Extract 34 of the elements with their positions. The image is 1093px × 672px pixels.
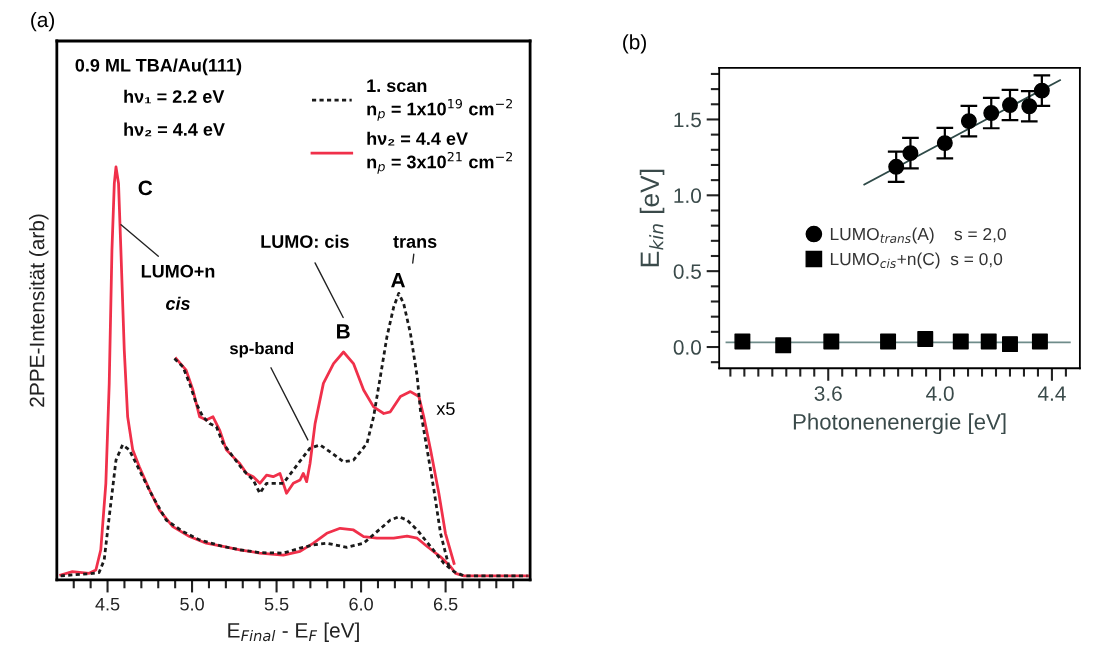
- annotation: LUMO: cis: [261, 234, 349, 248]
- y-tick-label: 0.5: [673, 264, 701, 279]
- legend-label: 1. scan n$_{p}$ = 1x10$^{19}$ cm$^{−2}$: [367, 79, 513, 121]
- x-tick-label: 6.5: [433, 597, 458, 611]
- y-tick-label: 0.0: [673, 340, 702, 355]
- annotation: LUMO+n: [141, 264, 215, 278]
- annotation: C: [138, 180, 153, 196]
- y-axis-title: E$_{kin}$ [eV]: [639, 169, 665, 267]
- legend-label: hν₂ = 4.4 eV n$_{p}$ = 3x10$^{21}$ cm$^{−2}$: [367, 131, 513, 174]
- y-tick-label: 1.0: [674, 188, 702, 204]
- x-axis-title: E$_{Final}$ - E$_{F}$ [eV]: [228, 622, 359, 642]
- text: (b): [623, 34, 646, 54]
- text: 0.9 ML TBA/Au(111): [75, 58, 242, 76]
- x-tick-label: 4.5: [95, 597, 120, 611]
- x-tick-label: 4.4: [1037, 386, 1066, 401]
- text: hν₂ = 4.4 eV: [124, 122, 225, 137]
- x-tick-label: 5.5: [264, 597, 289, 611]
- x-tick-label: 5.0: [180, 597, 204, 611]
- x-tick-label: 3.6: [814, 386, 842, 401]
- legend-label: LUMO$_{trans}$(A) s = 2,0: [830, 227, 1006, 244]
- x-axis-title: Photonenenergie [eV]: [793, 413, 1006, 435]
- text: hν₁ = 2.2 eV: [124, 89, 225, 104]
- annotation: B: [337, 324, 350, 339]
- annotation: cis: [166, 296, 190, 310]
- x-tick-label: 4.0: [926, 386, 954, 401]
- annotation: sp-band: [229, 342, 294, 358]
- legend-label: LUMO$_{cis}$+n(C) s = 0,0: [830, 252, 1003, 269]
- annotation: A: [391, 272, 406, 288]
- y-axis-title: 2PPE-Intensität (arb): [29, 214, 49, 407]
- y-tick-label: 1.5: [674, 112, 701, 128]
- annotation: trans: [393, 235, 437, 248]
- text: (a): [31, 11, 55, 32]
- x-tick-label: 6.0: [349, 597, 373, 611]
- annotation: x5: [436, 402, 455, 416]
